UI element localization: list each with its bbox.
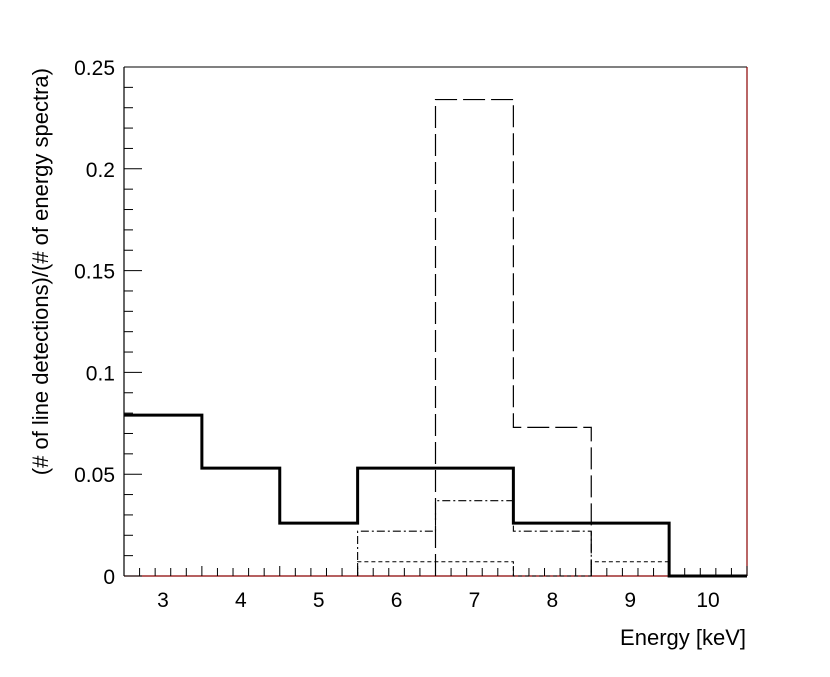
x-tick-label: 6 bbox=[391, 589, 403, 612]
y-tick-label: 0.2 bbox=[86, 159, 115, 182]
y-tick-label: 0 bbox=[103, 566, 115, 589]
x-tick-label: 3 bbox=[157, 589, 169, 612]
x-tick-label: 8 bbox=[546, 589, 558, 612]
x-tick-label: 9 bbox=[624, 589, 636, 612]
x-tick-label: 7 bbox=[469, 589, 481, 612]
series-long-dash-line bbox=[434, 98, 592, 576]
x-axis-title: Energy [keV] bbox=[620, 625, 746, 650]
y-tick-label: 0.25 bbox=[74, 57, 115, 80]
y-tick-label: 0.05 bbox=[74, 464, 115, 487]
y-axis-title: (# of line detections)/(# of energy spec… bbox=[28, 68, 53, 475]
series-solid-thick-line bbox=[124, 413, 747, 578]
x-tick-label: 5 bbox=[313, 589, 325, 612]
series-layer bbox=[124, 98, 747, 578]
labels-layer: 3 4 5 6 7 8 9 10 0 0.05 0.1 0.15 0.2 0.25 bbox=[74, 57, 720, 612]
axes-layer bbox=[123, 66, 748, 577]
series-dash-dot-line bbox=[357, 500, 592, 576]
x-tick-label: 4 bbox=[235, 589, 247, 612]
x-tick-label: 10 bbox=[696, 589, 719, 612]
y-tick-label: 0.15 bbox=[74, 261, 115, 284]
y-tick-label: 0.1 bbox=[86, 362, 115, 385]
